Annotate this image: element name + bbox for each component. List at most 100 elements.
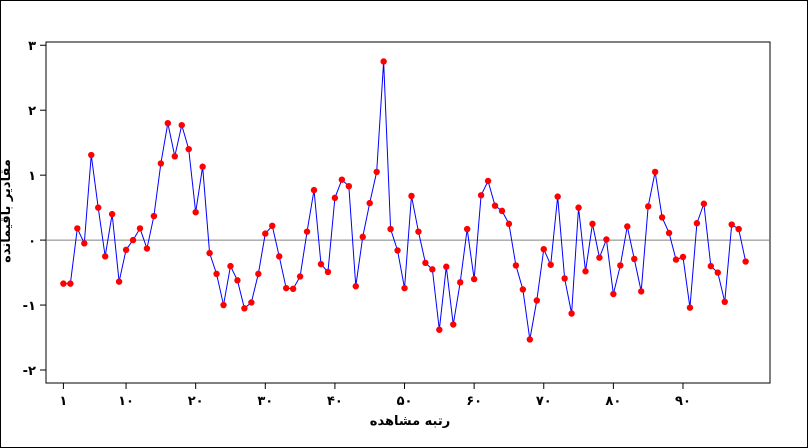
data-point xyxy=(645,203,651,209)
x-tick-label: ۱۰ xyxy=(118,394,134,409)
data-point xyxy=(596,254,602,260)
data-point xyxy=(290,286,296,292)
data-point xyxy=(60,280,66,286)
y-axis-label: مقادیر باقیمانده xyxy=(0,159,14,263)
data-point xyxy=(109,211,115,217)
data-point xyxy=(102,253,108,259)
data-point xyxy=(589,221,595,227)
series-line xyxy=(63,61,745,339)
data-point xyxy=(561,275,567,281)
data-point xyxy=(408,193,414,199)
data-point xyxy=(339,176,345,182)
data-point xyxy=(283,285,289,291)
data-point xyxy=(192,209,198,215)
data-point xyxy=(172,153,178,159)
data-point xyxy=(673,256,679,262)
data-point xyxy=(492,202,498,208)
data-point xyxy=(687,304,693,310)
data-point xyxy=(534,297,540,303)
data-point xyxy=(527,336,533,342)
data-point xyxy=(603,236,609,242)
data-point xyxy=(88,152,94,158)
data-point xyxy=(144,245,150,251)
x-tick-label: ۵۰ xyxy=(397,394,413,409)
data-point xyxy=(582,268,588,274)
data-point xyxy=(575,204,581,210)
data-point xyxy=(701,201,707,207)
x-tick-label: ۷۰ xyxy=(536,394,552,409)
data-point xyxy=(360,234,366,240)
data-point xyxy=(186,146,192,152)
x-tick-label: ۲۰ xyxy=(188,394,204,409)
data-point xyxy=(694,220,700,226)
data-point xyxy=(248,299,254,305)
data-point xyxy=(471,276,477,282)
data-point xyxy=(199,164,205,170)
data-point xyxy=(311,187,317,193)
data-point xyxy=(638,288,644,294)
data-point xyxy=(179,122,185,128)
data-point xyxy=(346,183,352,189)
data-point xyxy=(610,291,616,297)
data-point xyxy=(241,305,247,311)
data-point xyxy=(666,230,672,236)
data-point xyxy=(387,226,393,232)
data-point xyxy=(158,160,164,166)
data-point xyxy=(137,225,143,231)
data-point xyxy=(715,269,721,275)
data-point xyxy=(394,247,400,253)
data-point xyxy=(67,280,73,286)
data-point xyxy=(464,226,470,232)
data-point xyxy=(722,299,728,305)
data-point xyxy=(95,204,101,210)
data-point xyxy=(373,169,379,175)
x-axis-label: رتبه مشاهده xyxy=(370,414,450,429)
data-point xyxy=(304,228,310,234)
data-point xyxy=(506,221,512,227)
data-point xyxy=(318,261,324,267)
data-point xyxy=(255,271,261,277)
data-point xyxy=(353,283,359,289)
data-point xyxy=(151,213,157,219)
data-point xyxy=(735,226,741,232)
data-point xyxy=(276,253,282,259)
data-point xyxy=(262,230,268,236)
y-tick-label: ۲ xyxy=(28,104,36,119)
data-point xyxy=(708,263,714,269)
y-tick-label: -۱ xyxy=(23,299,36,314)
data-point xyxy=(520,286,526,292)
data-point xyxy=(568,310,574,316)
data-point xyxy=(130,237,136,243)
data-point xyxy=(220,302,226,308)
data-point xyxy=(680,254,686,260)
data-point xyxy=(401,285,407,291)
y-tick-label: ۱ xyxy=(28,169,36,184)
x-tick-label: ۹۰ xyxy=(675,394,691,409)
data-point xyxy=(443,264,449,270)
data-point xyxy=(499,208,505,214)
series-layer xyxy=(60,58,749,342)
x-axis: ۱ ۱۰ ۲۰ ۳۰ ۴۰ ۵۰ ۶۰ ۷۰ ۸۰ ۹۰ xyxy=(59,383,690,409)
y-tick-label: ۳ xyxy=(28,39,36,54)
data-point xyxy=(485,178,491,184)
data-point xyxy=(478,192,484,198)
x-tick-label: ۱ xyxy=(59,394,67,409)
data-point xyxy=(659,214,665,220)
data-point xyxy=(436,327,442,333)
data-point xyxy=(548,262,554,268)
y-axis: -۲ -۱ ۰ ۱ ۲ ۳ xyxy=(23,39,46,379)
y-tick-label: -۲ xyxy=(23,364,36,379)
data-point xyxy=(297,273,303,279)
data-point xyxy=(652,169,658,175)
data-point xyxy=(123,247,129,253)
data-point xyxy=(213,271,219,277)
data-point xyxy=(429,266,435,272)
x-tick-label: ۶۰ xyxy=(466,394,482,409)
data-point xyxy=(227,263,233,269)
data-point xyxy=(415,228,421,234)
data-point xyxy=(513,262,519,268)
data-point xyxy=(74,225,80,231)
data-point xyxy=(422,260,428,266)
data-point xyxy=(541,246,547,252)
